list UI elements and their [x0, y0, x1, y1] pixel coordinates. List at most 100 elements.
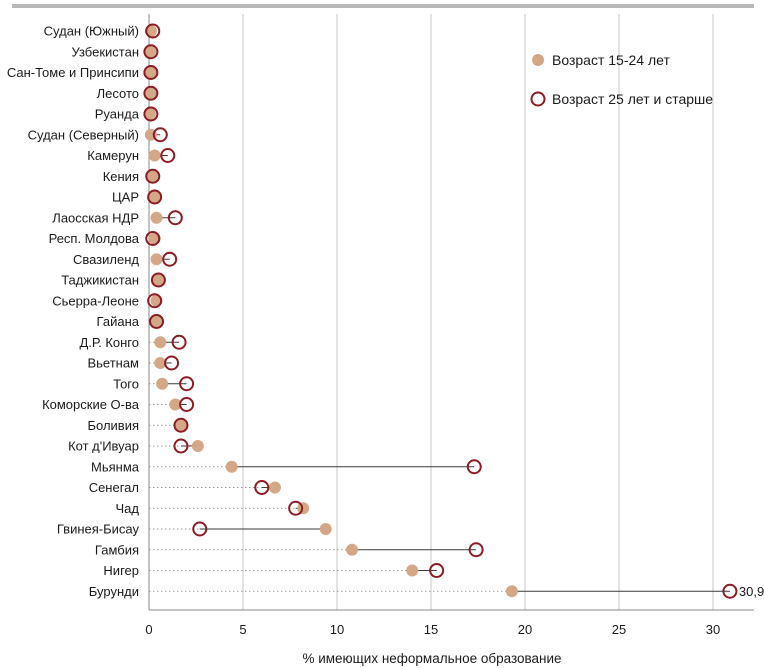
dotted-guides	[149, 341, 512, 592]
category-label: Коморские О-ва	[42, 397, 140, 412]
marker-age-15-24	[154, 357, 167, 369]
x-axis-title: % имеющих неформальное образование	[302, 651, 561, 666]
marker-age-15-24	[297, 502, 310, 515]
category-label: Гамбия	[95, 542, 139, 557]
marker-age-25-plus	[429, 563, 445, 578]
legend-marker-young	[532, 54, 544, 66]
marker-age-25-plus	[145, 168, 161, 184]
marker-age-25-plus	[466, 459, 482, 475]
value-annotation: 30,9	[739, 584, 764, 599]
category-label: Боливия	[87, 418, 139, 433]
marker-age-25-plus	[179, 397, 195, 412]
x-tick-label: 0	[145, 622, 152, 637]
gridlines	[148, 14, 754, 611]
marker-age-15-24	[150, 211, 163, 224]
marker-age-25-plus	[254, 480, 270, 495]
marker-age-15-24	[505, 585, 518, 598]
marker-age-15-24	[143, 45, 156, 58]
legend-label-young: Возраст 15-24 лет	[552, 52, 670, 68]
category-label: Кот д'Ивуар	[68, 439, 139, 454]
marker-age-25-plus	[149, 314, 165, 329]
marker-age-25-plus	[173, 417, 189, 433]
category-label: Того	[113, 376, 139, 391]
marker-age-15-24	[156, 377, 169, 390]
marker-age-25-plus	[468, 542, 484, 558]
marker-age-15-24	[174, 419, 187, 432]
marker-age-15-24	[150, 253, 163, 266]
marker-age-25-plus	[147, 293, 163, 309]
marker-age-25-plus	[152, 127, 168, 143]
marker-age-15-24	[150, 315, 163, 328]
marker-age-15-24	[191, 440, 204, 452]
category-label: Лаосская НДР	[52, 210, 139, 225]
marker-age-25-plus	[145, 231, 161, 246]
category-label: Узбекистан	[71, 44, 139, 59]
connector-lines	[150, 134, 730, 592]
marker-age-25-plus	[160, 148, 176, 163]
marker-age-25-plus	[171, 334, 187, 350]
marker-age-15-24	[154, 336, 167, 349]
legend-label-adult: Возраст 25 лет и старше	[552, 91, 713, 107]
marker-age-15-24	[225, 460, 238, 473]
category-label: ЦАР	[112, 190, 139, 205]
category-label: Лесото	[97, 86, 139, 101]
marker-age-25-plus	[147, 189, 163, 205]
category-label: Кения	[103, 169, 139, 184]
marker-age-25-plus	[179, 376, 195, 392]
x-tick-label: 5	[239, 622, 246, 637]
category-label: Нигер	[103, 563, 139, 578]
category-label: Вьетнам	[87, 356, 139, 371]
x-tick-label: 15	[424, 622, 438, 637]
x-tick-label: 25	[612, 622, 626, 637]
category-label: Респ. Молдова	[49, 231, 140, 246]
marker-age-25-plus	[173, 438, 189, 454]
x-tick-labels: 0 5 10 15 20 25 30	[145, 622, 720, 637]
category-label: Сенегал	[89, 480, 139, 495]
category-label: Сан-Томе и Принсипи	[7, 65, 139, 80]
marker-age-25-plus	[722, 583, 738, 599]
marker-age-15-24	[152, 274, 165, 286]
marker-age-25-plus	[150, 272, 166, 288]
category-label: Гайана	[97, 314, 140, 329]
data-marks	[143, 23, 738, 599]
marker-age-15-24	[319, 523, 332, 535]
marker-age-15-24	[144, 87, 157, 100]
marker-age-25-plus	[143, 85, 159, 101]
marker-age-25-plus	[167, 210, 183, 226]
marker-age-15-24	[148, 149, 161, 162]
x-tick-label: 30	[706, 622, 720, 637]
marker-age-25-plus	[145, 23, 161, 39]
category-label: Мьянма	[91, 459, 140, 474]
marker-age-15-24	[143, 108, 156, 120]
x-tick-label: 10	[330, 622, 344, 637]
category-label: Чад	[116, 501, 140, 516]
marker-age-25-plus	[143, 106, 159, 122]
category-label: Сьерра-Леоне	[52, 293, 139, 308]
marker-age-25-plus	[143, 44, 159, 60]
category-label: Свазиленд	[73, 252, 139, 267]
top-rule	[12, 4, 754, 8]
category-label: Д.Р. Конго	[79, 335, 139, 350]
marker-age-15-24	[268, 481, 281, 494]
marker-age-25-plus	[288, 500, 304, 516]
marker-age-25-plus	[164, 355, 180, 371]
marker-age-15-24	[346, 543, 359, 556]
marker-age-25-plus	[192, 521, 208, 537]
marker-age-25-plus	[143, 65, 159, 80]
x-tick-label: 20	[518, 622, 532, 637]
legend-marker-adult	[530, 91, 546, 107]
category-label: Гвинея-Бисау	[57, 522, 140, 537]
category-label: Таджикистан	[61, 273, 139, 288]
marker-age-15-24	[148, 191, 161, 203]
marker-age-25-plus	[162, 251, 178, 267]
marker-age-15-24	[144, 66, 157, 79]
category-label: Камерун	[87, 148, 139, 163]
marker-age-15-24	[146, 170, 159, 183]
legend: Возраст 15-24 лет Возраст 25 лет и старш…	[530, 52, 713, 107]
category-label: Судан (Северный)	[28, 127, 139, 142]
marker-age-15-24	[406, 564, 419, 577]
category-labels: Судан (Южный) Узбекистан Сан-Томе и Принси…	[7, 24, 140, 599]
category-label: Руанда	[95, 107, 140, 122]
marker-age-15-24	[169, 398, 182, 411]
